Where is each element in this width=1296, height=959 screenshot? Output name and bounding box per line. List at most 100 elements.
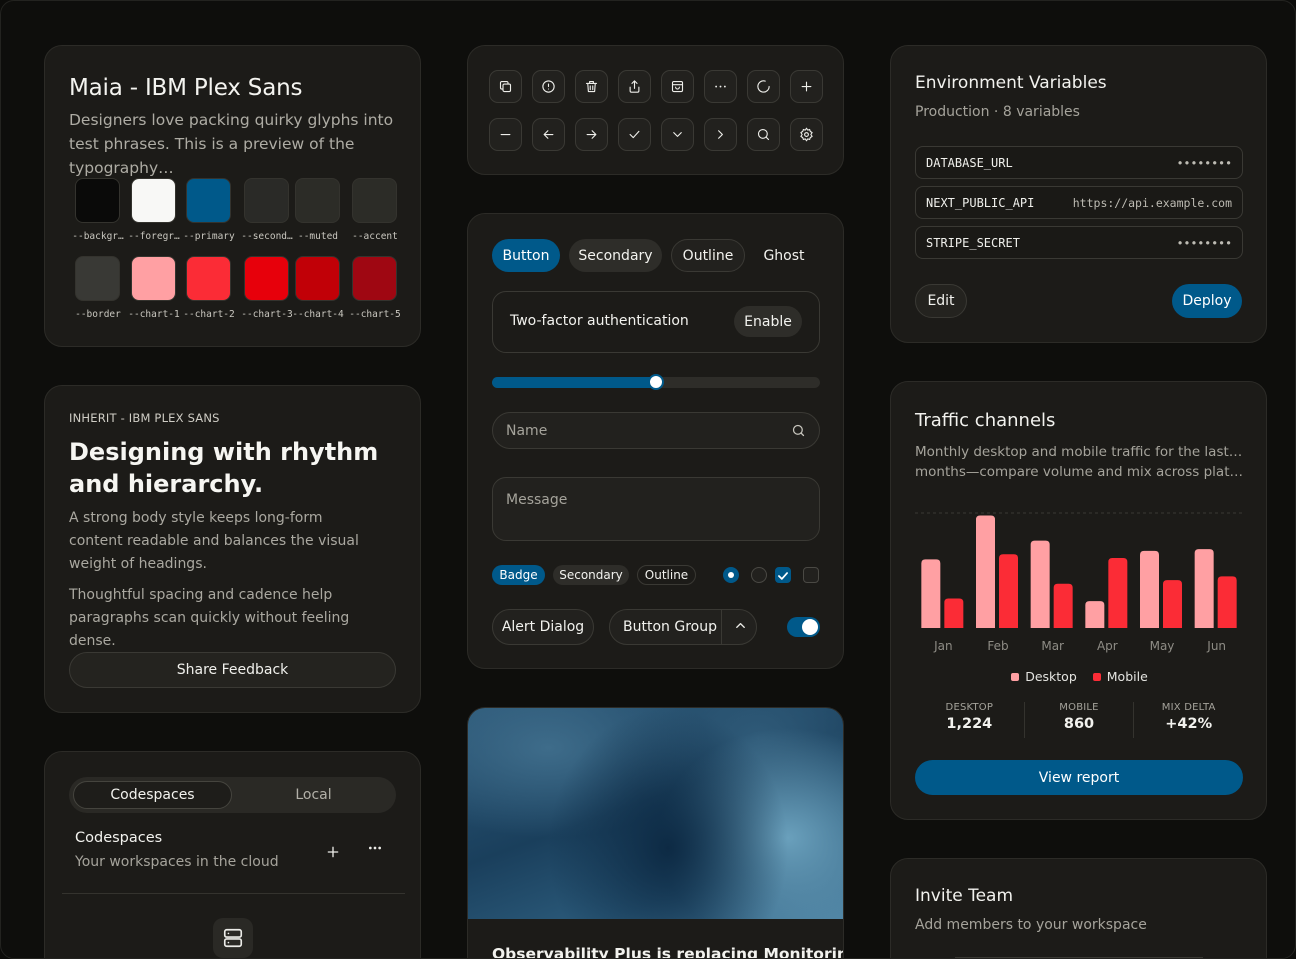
env-subtitle: Production · 8 variables <box>915 104 1080 120</box>
trash-icon[interactable] <box>575 70 608 103</box>
typography-title: Maia - IBM Plex Sans <box>69 75 303 101</box>
minus-icon[interactable] <box>489 118 522 151</box>
check-icon[interactable] <box>618 118 651 151</box>
x-tick-label: Jan <box>933 639 953 653</box>
env-row[interactable]: DATABASE_URL •••••••• <box>915 146 1243 179</box>
bar-mobile-apr[interactable] <box>1108 557 1128 628</box>
bar-mobile-feb[interactable] <box>999 554 1018 628</box>
plus-icon[interactable] <box>325 841 341 865</box>
color-swatch <box>352 178 397 223</box>
color-swatch-label: --second… <box>241 231 293 242</box>
checkbox-checked[interactable] <box>775 567 791 583</box>
primary-button[interactable]: Button <box>492 239 560 272</box>
color-swatch <box>75 178 120 223</box>
color-swatch-label: --accent <box>352 231 398 242</box>
color-swatch-label: --chart-4 <box>292 309 344 320</box>
workspace-tabs: Codespaces Local <box>69 777 396 813</box>
legend-item-desktop: Desktop <box>1011 669 1077 684</box>
button-group-label[interactable]: Button Group <box>623 619 717 635</box>
bar-desktop-jun[interactable] <box>1194 549 1214 628</box>
arrow-left-icon[interactable] <box>532 118 565 151</box>
edit-button[interactable]: Edit <box>915 284 967 318</box>
x-tick-label: Apr <box>1097 639 1118 653</box>
chart-legend: Desktop Mobile <box>891 669 1266 684</box>
chevron-down-icon[interactable] <box>661 118 694 151</box>
plus-icon[interactable] <box>790 70 823 103</box>
typography-description: Designers love packing quirky glyphs int… <box>69 111 394 177</box>
stat-mix-delta: MIX DELTA +42% <box>1134 702 1243 738</box>
radio-unchecked[interactable] <box>751 567 767 583</box>
tab-codespaces[interactable]: Codespaces <box>73 781 232 809</box>
color-swatch-label: --foregr… <box>128 231 180 242</box>
bar-desktop-may[interactable] <box>1140 550 1159 628</box>
two-factor-label: Two-factor authentication <box>510 313 689 329</box>
env-value: •••••••• <box>1176 156 1232 170</box>
color-swatch-label: --chart-1 <box>128 309 180 320</box>
alert-dialog-button[interactable]: Alert Dialog <box>492 609 594 645</box>
toggle-switch[interactable] <box>787 617 820 637</box>
copy-icon[interactable] <box>489 70 522 103</box>
more-horizontal-icon[interactable] <box>367 840 383 860</box>
share-icon[interactable] <box>618 70 651 103</box>
workspace-card: Codespaces Local Codespaces Your workspa… <box>44 751 421 958</box>
traffic-stats: DESKTOP 1,224 MOBILE 860 MIX DELTA +42% <box>915 702 1243 738</box>
bar-desktop-feb[interactable] <box>976 515 995 628</box>
color-swatch-label: --muted <box>297 231 339 242</box>
env-value: •••••••• <box>1176 236 1232 250</box>
article-paragraph-2: Thoughtful spacing and cadence help para… <box>69 587 350 649</box>
slider-thumb[interactable] <box>648 374 664 390</box>
traffic-title: Traffic channels <box>915 410 1056 431</box>
ghost-button[interactable]: Ghost <box>763 247 805 264</box>
search-icon <box>792 424 805 437</box>
x-tick-label: Jun <box>1206 639 1226 653</box>
radio-checked[interactable] <box>723 567 739 583</box>
alert-circle-icon[interactable] <box>532 70 565 103</box>
chevron-right-icon[interactable] <box>704 118 737 151</box>
deploy-button[interactable]: Deploy <box>1172 284 1242 318</box>
arrow-right-icon[interactable] <box>575 118 608 151</box>
env-row[interactable]: NEXT_PUBLIC_API https://api.example.com <box>915 186 1243 219</box>
enable-button[interactable]: Enable <box>734 306 802 337</box>
env-key: STRIPE_SECRET <box>926 236 1020 250</box>
shopping-bag-icon[interactable] <box>661 70 694 103</box>
bar-mobile-mar[interactable] <box>1053 583 1073 628</box>
name-input-placeholder: Name <box>506 422 548 439</box>
color-swatch <box>295 256 340 301</box>
color-swatch-label: --backgr… <box>72 231 124 242</box>
bar-mobile-jan[interactable] <box>944 598 964 629</box>
more-horizontal-icon[interactable] <box>704 70 737 103</box>
search-icon[interactable] <box>747 118 780 151</box>
bar-desktop-apr[interactable] <box>1085 601 1105 628</box>
name-input[interactable]: Name <box>492 412 820 449</box>
outline-button[interactable]: Outline <box>671 239 745 272</box>
stat-label: MOBILE <box>1059 702 1099 713</box>
tab-local[interactable]: Local <box>295 787 332 803</box>
color-swatch <box>244 178 289 223</box>
color-swatch <box>244 256 289 301</box>
bar-desktop-mar[interactable] <box>1030 540 1050 628</box>
color-swatch <box>352 256 397 301</box>
slider[interactable] <box>492 374 820 390</box>
env-variables-card: Environment Variables Production · 8 var… <box>890 45 1267 343</box>
bar-mobile-jun[interactable] <box>1217 576 1237 628</box>
env-title: Environment Variables <box>915 73 1107 93</box>
color-swatch <box>186 256 231 301</box>
badge-primary: Badge <box>492 565 545 585</box>
chevron-up-icon[interactable] <box>733 618 748 637</box>
secondary-button[interactable]: Secondary <box>569 239 662 272</box>
color-swatch <box>131 178 176 223</box>
env-row[interactable]: STRIPE_SECRET •••••••• <box>915 226 1243 259</box>
loader-icon[interactable] <box>747 70 780 103</box>
invite-team-card: Invite Team Add members to your workspac… <box>890 858 1267 958</box>
view-report-button[interactable]: View report <box>915 760 1243 795</box>
bar-mobile-may[interactable] <box>1163 580 1182 628</box>
settings-icon[interactable] <box>790 118 823 151</box>
checkbox-unchecked[interactable] <box>803 567 819 583</box>
stat-label: MIX DELTA <box>1161 702 1216 713</box>
stat-value: +42% <box>1165 716 1213 732</box>
message-textarea[interactable]: Message <box>492 477 820 541</box>
toggle-knob <box>802 619 818 635</box>
color-swatch-label: --chart-3 <box>241 309 293 320</box>
bar-desktop-jan[interactable] <box>921 559 941 628</box>
share-feedback-button[interactable]: Share Feedback <box>69 652 396 688</box>
